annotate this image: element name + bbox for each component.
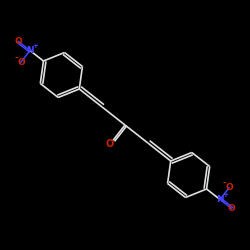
Text: O: O	[225, 183, 233, 192]
Text: O: O	[17, 58, 25, 67]
Text: O: O	[228, 204, 235, 213]
Text: N: N	[216, 195, 224, 204]
Text: O: O	[14, 37, 22, 46]
Text: +: +	[222, 192, 228, 198]
Text: -: -	[223, 179, 226, 188]
Text: O: O	[106, 139, 114, 149]
Text: +: +	[32, 44, 38, 50]
Text: N: N	[26, 46, 34, 55]
Text: -: -	[14, 54, 18, 62]
